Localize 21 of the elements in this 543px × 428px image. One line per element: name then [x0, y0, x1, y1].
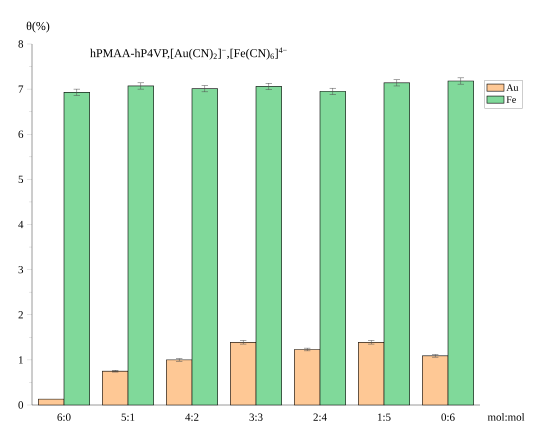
x-tick-label: 2:4 [313, 414, 327, 421]
y-tick-label: 3 [18, 266, 24, 274]
legend-label: Fe [506, 96, 516, 103]
y-tick-label: 1 [18, 356, 23, 364]
x-tick-label: 4:2 [185, 414, 198, 421]
y-tick-label: 7 [18, 86, 24, 93]
x-tick-label: 3:3 [250, 414, 263, 421]
x-tick-label: 1:5 [378, 414, 391, 421]
x-tick-label: 0:6 [441, 414, 455, 421]
y-tick-label: 8 [18, 40, 24, 48]
y-tick-label: 4 [18, 220, 24, 228]
y-tick-label: 0 [18, 401, 24, 409]
y-axis-title: θ(%) [26, 22, 50, 33]
y-tick-label: 2 [18, 311, 23, 318]
y-tick-label: 6 [18, 130, 24, 138]
x-axis-title: mol:mol [488, 413, 524, 421]
x-tick-label: 5:1 [122, 414, 134, 421]
x-tick-label: 6:0 [57, 414, 71, 421]
chart-title: hPMAA-hP4VP,[Au(CN)$_{2}$]$^{−}$,[Fe(CN)$_{6}$]$^{4−}$ [90, 48, 287, 60]
y-tick-label: 5 [18, 176, 24, 184]
legend-label: Au [506, 84, 518, 91]
